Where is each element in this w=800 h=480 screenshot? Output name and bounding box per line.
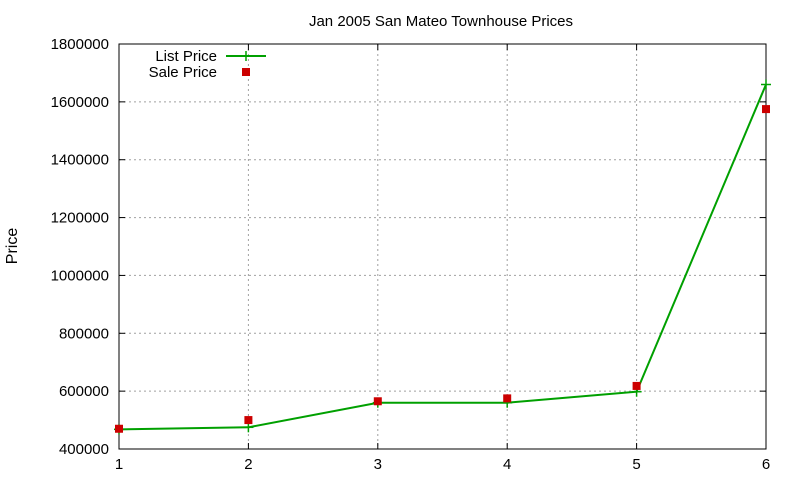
series — [114, 79, 771, 435]
chart-title: Jan 2005 San Mateo Townhouse Prices — [309, 13, 573, 30]
grid — [119, 44, 766, 449]
plot-border — [118, 43, 767, 450]
data-point-sale-price — [632, 381, 641, 390]
y-axis-label: Price — [4, 228, 21, 265]
data-point-sale-price — [762, 105, 770, 114]
data-point-list-price — [761, 79, 771, 90]
x-tick-label: 5 — [632, 456, 640, 473]
legend-square-sale-price — [242, 68, 250, 76]
data-point-sale-price — [373, 397, 382, 406]
data-point-sale-price — [244, 416, 253, 425]
x-tick-label: 3 — [374, 456, 382, 473]
data-point-sale-price — [115, 424, 123, 433]
y-tick-label: 400000 — [59, 441, 109, 458]
y-tick-label: 600000 — [59, 383, 109, 400]
y-tick-label: 1200000 — [51, 210, 109, 227]
axes: 1 2 3 4 5 6 400000 600000 800000 1000000 1200000 14… — [51, 36, 771, 473]
y-tick-label: 1400000 — [51, 152, 109, 169]
x-tick-label: 6 — [762, 456, 770, 473]
data-point-sale-price — [503, 394, 512, 403]
y-tick-label: 1000000 — [51, 267, 109, 284]
series-line-list-price — [118, 84, 767, 431]
y-tick-label: 800000 — [59, 325, 109, 342]
x-tick-label: 2 — [244, 456, 252, 473]
legend-label: Sale Price — [149, 64, 217, 81]
x-tick-label: 4 — [503, 456, 511, 473]
legend-label: List Price — [155, 48, 217, 65]
y-tick-label: 1600000 — [51, 94, 109, 111]
x-tick-label: 1 — [115, 456, 123, 473]
y-tick-label: 1800000 — [51, 36, 109, 53]
